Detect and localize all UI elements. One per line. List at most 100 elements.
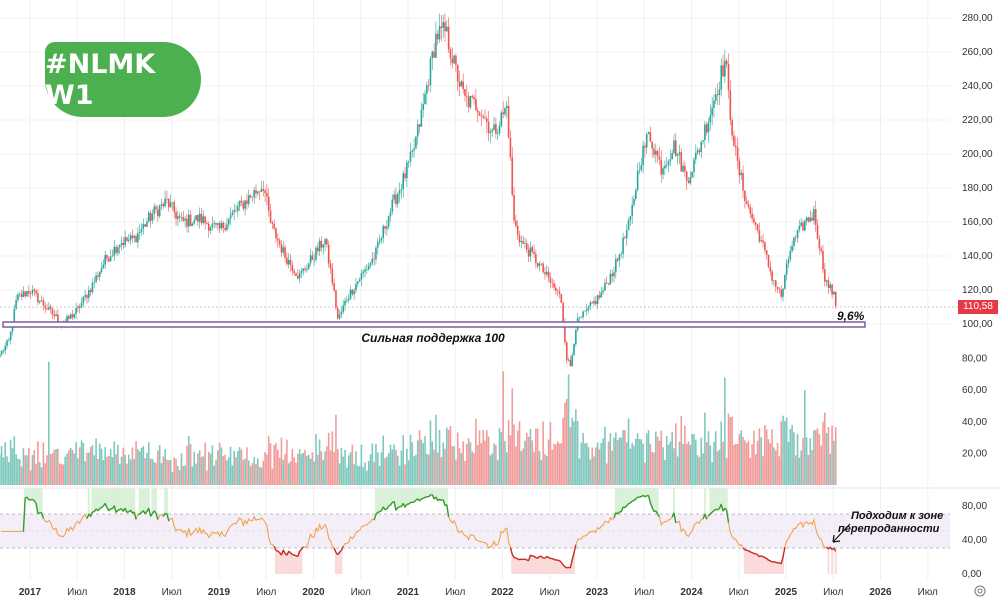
candle xyxy=(593,301,595,304)
candle xyxy=(709,115,712,122)
volume-bar xyxy=(545,455,548,485)
candle xyxy=(277,238,279,241)
volume-bar xyxy=(749,457,752,485)
settings-icon[interactable] xyxy=(974,585,986,597)
volume-bar xyxy=(167,460,170,485)
rsi-overbought-bar xyxy=(405,488,408,505)
candle xyxy=(707,121,710,133)
rsi-overbought-segment xyxy=(673,512,677,523)
rsi-overbought-segment xyxy=(384,508,388,511)
volume-bar xyxy=(638,439,641,485)
candle xyxy=(429,58,432,86)
volume-bar xyxy=(329,450,332,485)
rsi-oversold-bar xyxy=(567,567,570,574)
candle xyxy=(734,145,737,148)
rsi-overbought-bar xyxy=(374,488,377,515)
volume-bar xyxy=(760,437,763,485)
volume-bar xyxy=(373,461,375,485)
time-axis[interactable]: 2017 Июл 2018 Июл 2019 Июл 2020 Июл 2021 Июл 2022 И… xyxy=(19,587,938,598)
rsi-overbought-segment xyxy=(446,504,450,518)
candle xyxy=(267,196,270,211)
candle xyxy=(782,288,784,297)
volume-bar xyxy=(58,463,61,485)
volume-bar xyxy=(580,442,583,485)
support-line[interactable] xyxy=(2,321,866,328)
volume-bar xyxy=(587,447,590,485)
rsi-overbought-segment xyxy=(647,495,652,503)
candle xyxy=(376,242,379,248)
volume-bar xyxy=(544,454,546,485)
volume-bar xyxy=(178,470,181,485)
volume-bar xyxy=(413,456,415,485)
volume-bar xyxy=(589,459,592,485)
volume-bar xyxy=(269,443,272,485)
rsi-oversold-bar xyxy=(554,559,557,574)
rsi-oversold-segment xyxy=(337,551,341,556)
candle xyxy=(635,190,637,200)
volume-bar xyxy=(604,426,606,485)
rsi-oversold-segment xyxy=(509,547,513,555)
volume-bar xyxy=(802,437,804,485)
volume-bar xyxy=(438,429,441,485)
candle xyxy=(427,85,430,86)
candle xyxy=(524,243,526,244)
rsi-overbought-bar xyxy=(425,488,428,497)
volume-bar xyxy=(411,442,414,485)
candle xyxy=(584,310,586,312)
price-axis[interactable]: 280,00 260,00 240,00 220,00 200,00 180,00 160,… xyxy=(962,13,993,580)
volume-bar xyxy=(35,463,37,485)
x-tick-label: Июл xyxy=(445,587,465,598)
volume-bar xyxy=(31,455,34,485)
candle xyxy=(20,294,23,298)
candle xyxy=(771,271,773,281)
volume-bar xyxy=(367,460,370,485)
volume-bar xyxy=(336,449,339,485)
candle xyxy=(644,145,646,148)
volume-bar xyxy=(142,446,145,485)
candle xyxy=(700,141,703,152)
rsi-overbought-segment xyxy=(408,501,411,505)
candle xyxy=(469,95,472,108)
candle xyxy=(609,273,612,285)
volume-bar xyxy=(366,470,368,485)
candle xyxy=(713,100,715,108)
candle xyxy=(624,237,626,239)
volume-bar xyxy=(824,412,826,485)
candle xyxy=(135,236,137,243)
rsi-overbought-bar xyxy=(131,488,134,514)
price-tick-label: 260,00 xyxy=(962,47,993,58)
candle xyxy=(142,224,145,229)
candle xyxy=(831,284,833,295)
volume-bar xyxy=(358,465,361,485)
rsi-overbought-segment xyxy=(375,511,379,515)
candle xyxy=(338,314,341,319)
rsi-overbought-segment xyxy=(144,511,148,515)
volume-bar xyxy=(535,428,537,485)
volume-bar xyxy=(44,463,46,485)
candle xyxy=(393,194,395,200)
candle xyxy=(296,275,299,279)
candle xyxy=(651,141,653,149)
rsi-overbought-bar xyxy=(124,488,127,509)
volume-bar xyxy=(478,430,481,485)
volume-bar xyxy=(727,413,730,485)
rsi-overbought-bar xyxy=(380,488,383,511)
rsi-overbought-bar xyxy=(378,488,381,512)
rsi-overbought-bar xyxy=(96,488,99,511)
candle xyxy=(389,211,392,217)
candle xyxy=(480,115,483,117)
candle xyxy=(300,271,303,274)
candle xyxy=(553,283,555,288)
volume-bar xyxy=(809,438,812,485)
candle xyxy=(731,119,733,136)
candle xyxy=(689,177,692,184)
candle xyxy=(218,223,221,229)
rsi-overbought-bar xyxy=(394,488,397,511)
rsi-oversold-segment xyxy=(562,564,566,568)
candle xyxy=(46,308,48,310)
candle xyxy=(549,277,552,283)
rsi-overbought-bar xyxy=(433,488,436,499)
candle xyxy=(640,165,643,171)
rsi-overbought-segment xyxy=(709,511,713,515)
